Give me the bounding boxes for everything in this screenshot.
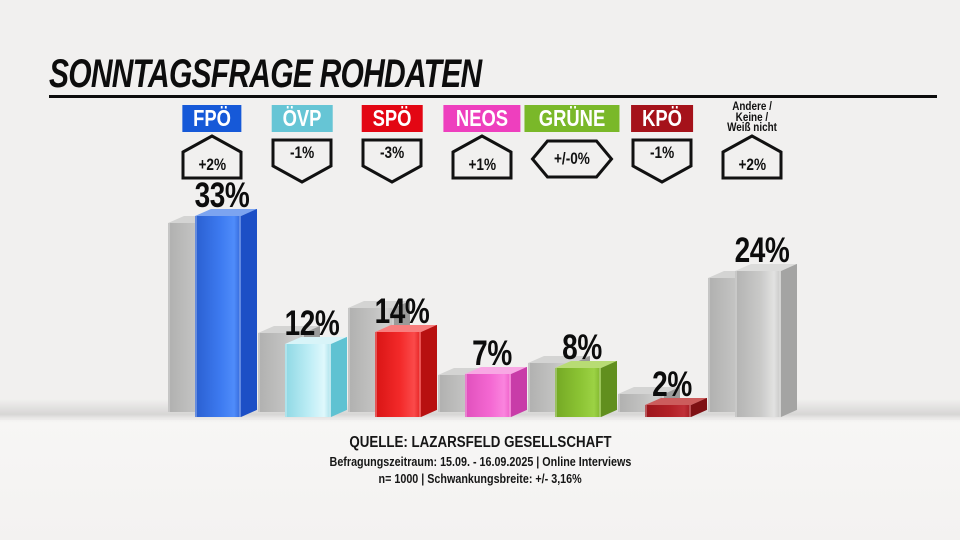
- current-value-bar-top-face: [285, 337, 347, 344]
- current-value-bar-top-face: [375, 325, 437, 332]
- change-badge-up: +2%: [181, 134, 243, 180]
- value-label-text: 24%: [734, 231, 790, 270]
- current-value-bar-top-face: [465, 367, 527, 374]
- party-label-text: Weiß nicht: [727, 122, 777, 134]
- party-chip-label: NEOS: [455, 105, 509, 131]
- party-label-line: Keine /: [723, 111, 781, 124]
- change-badge-down: -3%: [361, 138, 423, 184]
- current-value-bar-side-face: [601, 360, 617, 417]
- source-footer: QUELLE: LAZARSFELD GESELLSCHAFT Befragun…: [0, 434, 960, 486]
- current-value-bar-front-face: [555, 368, 601, 417]
- current-value-bar-top-face: [195, 209, 257, 216]
- current-value-bar-front-face: [375, 332, 421, 417]
- party-label-text: Keine /: [735, 111, 769, 124]
- page-title-text: SONNTAGSFRAGE ROHDATEN: [49, 52, 482, 96]
- value-label-text: 8%: [562, 328, 602, 367]
- change-badge-shape: [721, 134, 783, 180]
- party-label-line: Andere /: [723, 102, 781, 113]
- change-badge-shape: [631, 138, 693, 184]
- current-value-bar-front-face: [195, 216, 241, 417]
- party-chip: GRÜNE: [524, 105, 620, 132]
- current-value-bar-side-face: [421, 324, 437, 417]
- value-label: 24%: [728, 233, 797, 268]
- change-badge-shape: [271, 138, 333, 184]
- party-chip: KPÖ: [631, 105, 693, 132]
- party-chip: ÖVP: [271, 105, 333, 132]
- current-value-bar-side-face: [331, 336, 347, 417]
- value-label: 14%: [368, 294, 437, 329]
- change-badge-label: +/-0%: [554, 149, 590, 168]
- value-label-text: 14%: [374, 292, 430, 331]
- change-badge-shape: [530, 139, 614, 179]
- party-chip: FPÖ: [182, 105, 242, 132]
- page-title: SONNTAGSFRAGE ROHDATEN: [49, 52, 626, 97]
- change-badge-down: -1%: [271, 138, 333, 184]
- change-badge-label: +1%: [468, 155, 496, 174]
- party-chip-label: ÖVP: [282, 105, 322, 131]
- survey-period-line: Befragungszeitraum: 15.09. - 16.09.2025 …: [329, 455, 631, 469]
- party-chip-label: FPÖ: [193, 105, 231, 131]
- current-value-bar-side-face: [781, 263, 797, 417]
- title-underline: [49, 95, 937, 98]
- value-label: 2%: [647, 367, 697, 402]
- current-value-bar-side-face: [511, 366, 527, 417]
- change-badge-label: -1%: [289, 143, 315, 162]
- change-badge-up: +1%: [451, 134, 513, 180]
- change-badge-down: -1%: [631, 138, 693, 184]
- previous-value-bar-top-face: [618, 387, 680, 394]
- change-badge-label: -3%: [379, 143, 405, 162]
- current-value-bar-top-face: [645, 398, 707, 405]
- change-badge-shape: [181, 134, 243, 180]
- previous-value-bar-top-face: [528, 356, 590, 363]
- party-chip: NEOS: [443, 105, 521, 132]
- current-value-bar-front-face: [285, 344, 331, 417]
- previous-value-bar-top-face: [438, 368, 500, 375]
- source-line: QUELLE: LAZARSFELD GESELLSCHAFT: [348, 434, 612, 451]
- floor-area: [0, 420, 960, 540]
- party-chip-label: KPÖ: [642, 105, 682, 131]
- change-badge-label: +2%: [198, 155, 226, 174]
- party-label-line: Weiß nicht: [723, 123, 781, 134]
- current-value-bar-front-face: [735, 271, 781, 417]
- value-label: 7%: [467, 336, 517, 371]
- current-value-bar-top-face: [555, 361, 617, 368]
- current-value-bar: [555, 360, 617, 417]
- value-label-text: 2%: [652, 365, 692, 404]
- value-label-text: 12%: [284, 304, 340, 343]
- party-label: Andere / Keine / Weiß nicht: [723, 102, 781, 134]
- current-value-bar-side-face: [241, 208, 257, 417]
- previous-value-bar-top-face: [258, 326, 320, 333]
- current-value-bar: [375, 324, 437, 417]
- change-badge-zero: +/-0%: [530, 139, 614, 179]
- change-badge-label: +2%: [738, 155, 766, 174]
- value-label-text: 7%: [472, 334, 512, 373]
- previous-value-bar-top-face: [348, 301, 410, 308]
- value-label: 8%: [557, 330, 607, 365]
- sample-size-line: n= 1000 | Schwankungsbreite: +/- 3,16%: [378, 472, 582, 486]
- party-chip: SPÖ: [361, 105, 423, 132]
- change-badge-label: -1%: [649, 143, 675, 162]
- current-value-bar: [285, 336, 347, 417]
- value-label-text: 33%: [194, 176, 250, 215]
- current-value-bar: [465, 366, 527, 417]
- change-badge-shape: [451, 134, 513, 180]
- current-value-bar-front-face: [465, 374, 511, 417]
- party-chip-label: SPÖ: [372, 105, 412, 131]
- change-badge-up: +2%: [721, 134, 783, 180]
- change-badge-shape: [361, 138, 423, 184]
- current-value-bar-front-face: [645, 405, 691, 417]
- current-value-bar: [645, 397, 707, 417]
- party-chip-label: GRÜNE: [538, 105, 606, 131]
- party-label-text: Andere /: [732, 101, 772, 113]
- value-label: 33%: [188, 178, 257, 213]
- value-label: 12%: [278, 306, 347, 341]
- current-value-bar: [735, 263, 797, 417]
- current-value-bar: [195, 208, 257, 417]
- current-value-bar-top-face: [735, 264, 797, 271]
